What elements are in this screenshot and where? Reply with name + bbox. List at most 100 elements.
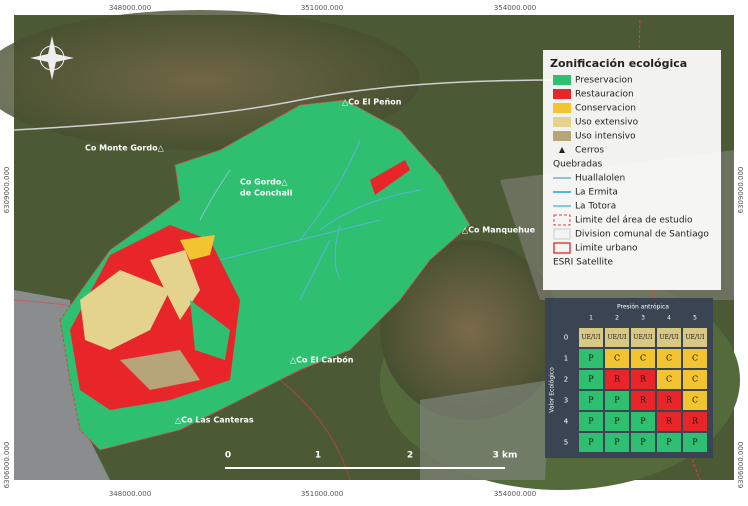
place-label: Co Gordo△ — [240, 178, 288, 187]
matrix-cell-label: C — [666, 375, 672, 384]
matrix-cell-label: R — [614, 375, 621, 384]
matrix-cell — [683, 370, 707, 389]
place-label: △Co El Peñon — [342, 98, 402, 107]
coord-label: 6306000.000 — [737, 442, 745, 489]
matrix-cell — [579, 349, 603, 368]
matrix-cell-label: UE/UI — [660, 334, 680, 341]
coord-label: 6306000.000 — [3, 442, 11, 489]
matrix-cell-label: P — [692, 438, 698, 447]
matrix-cell — [657, 391, 681, 410]
legend-swatch — [553, 75, 571, 85]
matrix-cell-label: P — [588, 396, 594, 405]
matrix-cell — [683, 349, 707, 368]
legend-text: Zonificación ecológica — [550, 57, 687, 70]
matrix-cell — [657, 412, 681, 431]
matrix-cell-label: P — [640, 417, 646, 426]
legend-text: Conservacion — [575, 104, 636, 114]
legend-text: La Totora — [575, 202, 616, 212]
matrix-cell-label: C — [666, 354, 672, 363]
matrix-col-label: 3 — [641, 315, 645, 322]
legend-swatch — [553, 214, 571, 226]
matrix-title: Presión antrópica — [617, 304, 669, 311]
matrix-col-label: 1 — [589, 315, 593, 322]
legend-text: Division comunal de Santiago — [575, 230, 709, 240]
matrix-cell — [579, 412, 603, 431]
matrix-cell — [605, 328, 629, 347]
matrix-cell — [631, 433, 655, 452]
matrix-cell — [605, 412, 629, 431]
legend-swatch — [553, 131, 571, 141]
legend-swatch — [553, 228, 571, 240]
scale-label: 0 — [225, 451, 231, 461]
matrix-col-label: 5 — [693, 315, 697, 322]
matrix-cell — [657, 349, 681, 368]
matrix-cell — [631, 391, 655, 410]
matrix-cell-label: P — [588, 354, 594, 363]
matrix-cell-label: UE/UI — [686, 334, 706, 341]
matrix-cell — [683, 328, 707, 347]
study-area — [59, 99, 471, 451]
matrix: Presión antrópica Valor Ecológico 1 2 3 4 5 0 UE… — [545, 298, 713, 458]
scale-label: 3 km — [493, 451, 518, 461]
matrix-row-label: 3 — [564, 397, 568, 405]
matrix-cell — [683, 412, 707, 431]
matrix-row-label: 0 — [564, 334, 568, 342]
matrix-row-title: Valor Ecológico — [549, 367, 556, 413]
place-label: de Conchali — [240, 189, 293, 198]
legend: Zonificación ecológica Preservacion Restau… — [543, 50, 721, 290]
legend-swatch — [553, 117, 571, 127]
matrix-cell-label: P — [640, 438, 646, 447]
matrix-cell-label: C — [692, 396, 698, 405]
compass — [30, 36, 74, 80]
matrix-cell — [631, 370, 655, 389]
legend-text: Uso extensivo — [575, 118, 639, 128]
coord-label: 351000.000 — [301, 4, 343, 12]
scale-label: 1 — [315, 451, 321, 461]
matrix-cell-label: R — [692, 417, 699, 426]
matrix-cell-label: P — [588, 417, 594, 426]
matrix-cell — [579, 370, 603, 389]
matrix-cell-label: C — [692, 354, 698, 363]
matrix-cell — [579, 391, 603, 410]
matrix-cell — [579, 328, 603, 347]
coord-label: 6309000.000 — [3, 167, 11, 214]
matrix-cell — [631, 349, 655, 368]
matrix-cell-label: UE/UI — [634, 334, 654, 341]
legend-text: Cerros — [575, 146, 604, 156]
coord-label: 348000.000 — [109, 490, 151, 498]
matrix-cell — [605, 370, 629, 389]
legend-symbol — [559, 147, 565, 153]
matrix-cell-label: C — [614, 354, 620, 363]
matrix-row-label: 1 — [564, 355, 568, 363]
legend-swatch — [553, 89, 571, 99]
matrix-cell-label: P — [614, 417, 620, 426]
matrix-row-label: 4 — [564, 418, 569, 426]
matrix-cell-label: P — [614, 438, 620, 447]
legend-text: Uso intensivo — [575, 132, 636, 142]
matrix-cell-label: R — [640, 375, 647, 384]
coord-label: 348000.000 — [109, 4, 151, 12]
coord-label: 354000.000 — [494, 490, 536, 498]
matrix-col-label: 2 — [615, 315, 619, 322]
matrix-cell — [683, 433, 707, 452]
matrix-cell-label: R — [666, 417, 673, 426]
coord-label: 354000.000 — [494, 4, 536, 12]
matrix-cell — [579, 433, 603, 452]
matrix-cell — [657, 370, 681, 389]
matrix-cell — [605, 433, 629, 452]
matrix-cell — [657, 433, 681, 452]
matrix-cell — [683, 391, 707, 410]
legend-swatch — [553, 242, 571, 254]
matrix-cell — [605, 349, 629, 368]
legend-text: Quebradas — [553, 160, 602, 170]
matrix-cell-label: P — [666, 438, 672, 447]
place-label: Co Monte Gordo△ — [85, 144, 165, 153]
matrix-row-label: 2 — [564, 376, 568, 384]
matrix-cell-label: R — [640, 396, 647, 405]
coord-label: 6309000.000 — [737, 167, 745, 214]
legend-swatch — [553, 103, 571, 113]
legend-text: Limite urbano — [575, 244, 638, 254]
legend-text: Restauracion — [575, 90, 634, 100]
matrix-row-label: 5 — [564, 439, 568, 447]
matrix-cell — [657, 328, 681, 347]
